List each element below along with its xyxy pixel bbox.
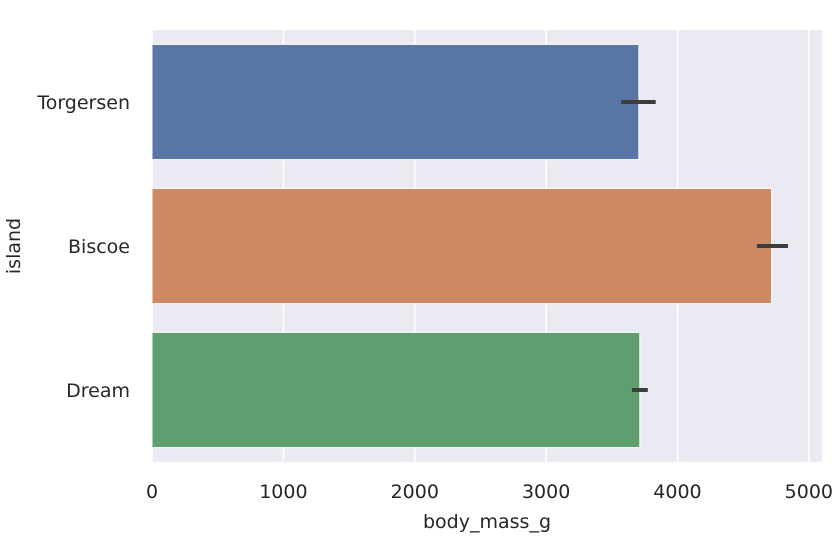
x-tick-label-3000: 3000 [522,481,570,503]
x-axis-label: body_mass_g [423,511,551,533]
x-tick-label-5000: 5000 [785,481,833,503]
bar-biscoe [151,187,773,305]
x-tick-labels: 0 1000 2000 3000 4000 5000 [146,481,833,503]
y-tick-labels: Torgersen Biscoe Dream [36,92,130,402]
y-tick-label-dream: Dream [66,380,130,402]
error-bars [621,100,788,392]
x-tick-label-2000: 2000 [391,481,439,503]
x-tick-label-4000: 4000 [653,481,701,503]
y-tick-label-biscoe: Biscoe [68,236,130,258]
bar-torgersen [151,43,640,161]
y-tick-label-torgersen: Torgersen [36,92,130,114]
y-axis-label: island [3,218,25,274]
bar-dream [151,331,641,449]
x-tick-label-0: 0 [146,481,158,503]
x-tick-label-1000: 1000 [259,481,307,503]
